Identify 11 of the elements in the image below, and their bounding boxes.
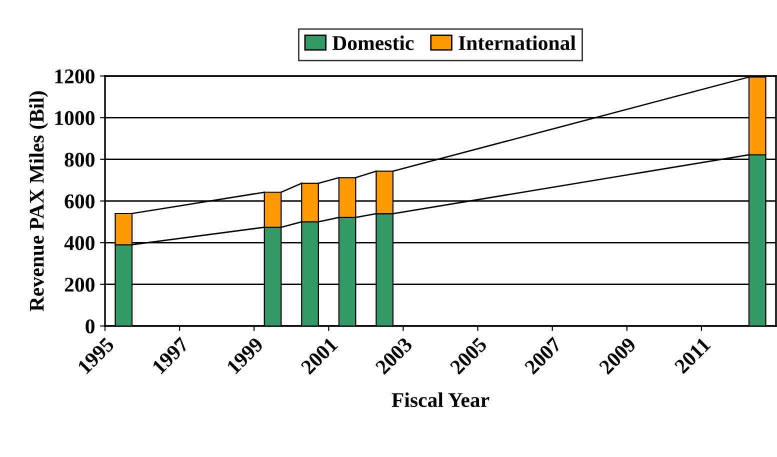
legend-label: International bbox=[458, 35, 576, 50]
y-tick-label: 600 bbox=[64, 194, 94, 208]
y-tick-label: 400 bbox=[64, 236, 94, 250]
y-axis-title: Revenue PAX Miles (Bil) bbox=[29, 91, 48, 312]
y-tick-label: 800 bbox=[64, 152, 94, 167]
y-tick-label: 1200 bbox=[55, 69, 94, 84]
y-tick-label: 0 bbox=[86, 319, 94, 334]
x-axis-title: Fiscal Year bbox=[392, 392, 490, 408]
y-tick-label: 200 bbox=[64, 278, 94, 292]
y-tick-label: 1000 bbox=[55, 111, 94, 126]
legend-label: Domestic bbox=[332, 35, 414, 50]
